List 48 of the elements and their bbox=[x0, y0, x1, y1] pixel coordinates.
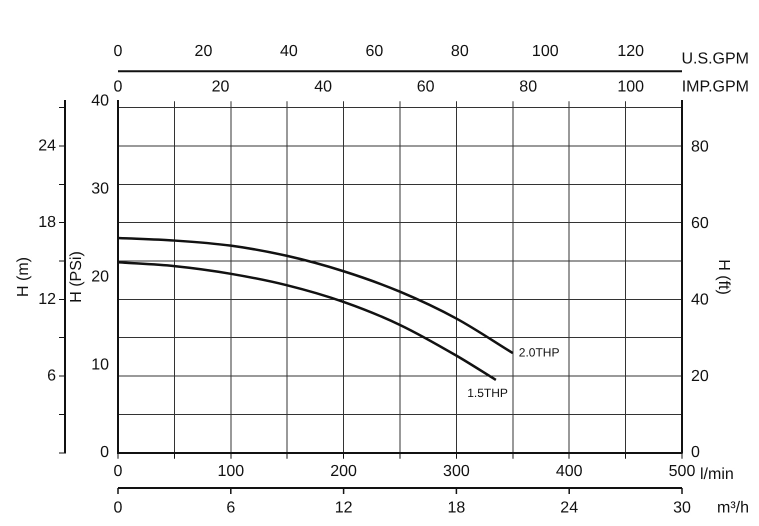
x2-tick-label: 20 bbox=[194, 43, 212, 60]
y-axis-title: H (m) bbox=[15, 257, 32, 297]
x2-tick-label: 80 bbox=[450, 43, 469, 60]
text: 80 bbox=[519, 78, 538, 96]
y-tick-label: 18 bbox=[38, 214, 56, 232]
text: 20 bbox=[212, 78, 230, 96]
y2-tick-label: 80 bbox=[691, 138, 709, 156]
text: m³/h bbox=[717, 499, 749, 516]
text: 100 bbox=[617, 78, 644, 96]
text: 18 bbox=[448, 499, 466, 516]
y-tick-label: 6 bbox=[47, 367, 56, 384]
y2-tick-label: 40 bbox=[691, 291, 709, 308]
text: IMP.GPM bbox=[682, 78, 749, 96]
series-label: 2.0THP bbox=[518, 345, 560, 360]
x-tick-label: 100 bbox=[217, 462, 244, 480]
text: 40 bbox=[314, 78, 332, 96]
text: 0 bbox=[114, 499, 123, 516]
x-tick-label: 200 bbox=[330, 462, 358, 480]
y3-tick-label: 30 bbox=[91, 180, 110, 198]
text: 12 bbox=[334, 499, 353, 516]
y2-tick-label: 60 bbox=[691, 214, 709, 232]
y-tick-label: 12 bbox=[38, 290, 56, 308]
y3-tick-label: 20 bbox=[91, 268, 110, 286]
y2-axis-title: H (ft) bbox=[714, 259, 732, 295]
x2-tick-label: 0 bbox=[114, 43, 123, 60]
y3-tick-label: 0 bbox=[100, 444, 110, 462]
x2-tick-label: 60 bbox=[365, 43, 384, 60]
x2-tick-label: 120 bbox=[617, 43, 644, 60]
text: 6 bbox=[226, 499, 236, 516]
x-axis-title: l/min bbox=[700, 466, 734, 484]
y3-tick-label: 40 bbox=[91, 92, 110, 110]
x2-tick-label: 40 bbox=[280, 43, 298, 60]
text: 24 bbox=[560, 499, 578, 516]
text: 0 bbox=[114, 78, 123, 96]
x-tick-label: 0 bbox=[114, 462, 123, 480]
y2-tick-label: 20 bbox=[691, 368, 709, 385]
x-tick-label: 300 bbox=[443, 462, 470, 480]
text: 30 bbox=[673, 499, 692, 516]
x-tick-label: 400 bbox=[556, 462, 583, 480]
x2-tick-label: 100 bbox=[532, 43, 559, 60]
series-label: 1.5THP bbox=[467, 386, 508, 400]
x2-axis-title: U.S.GPM bbox=[681, 50, 749, 68]
x-tick-label: 500 bbox=[668, 462, 696, 480]
text: 60 bbox=[416, 78, 435, 96]
y-tick-label: 24 bbox=[38, 137, 56, 154]
y2-tick-label: 0 bbox=[691, 444, 700, 462]
y3-tick-label: 10 bbox=[91, 356, 110, 374]
y3-axis-title: H (PSi) bbox=[68, 251, 86, 303]
